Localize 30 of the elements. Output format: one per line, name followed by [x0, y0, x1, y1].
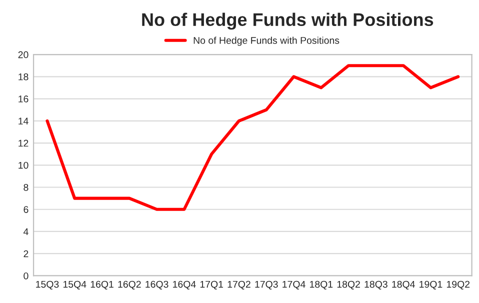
y-tick-label: 4 — [23, 228, 28, 236]
x-tick-label: 18Q1 — [310, 280, 333, 290]
x-tick-label: 16Q4 — [173, 280, 196, 290]
x-tick-label: 17Q2 — [228, 280, 250, 290]
y-tick-label: 12 — [18, 140, 28, 147]
y-tick-label: 6 — [24, 206, 28, 213]
y-tick-label: 14 — [18, 118, 28, 124]
y-tick-label: 16 — [18, 96, 28, 102]
x-tick-label: 16Q2 — [118, 280, 141, 290]
y-tick-label: 20 — [18, 51, 28, 58]
y-tick-label: 10 — [18, 162, 28, 169]
x-tick-label: 17Q3 — [255, 280, 278, 290]
chart-title: No of Hedge Funds with Positions — [142, 12, 434, 30]
x-tick-label: 18Q4 — [392, 280, 415, 290]
x-tick-label: 19Q1 — [420, 280, 442, 290]
line-series — [46, 64, 460, 211]
legend-label: No of Hedge Funds with Positions — [194, 36, 340, 46]
x-tick-label: 15Q3 — [36, 280, 59, 290]
x-tick-label: 18Q3 — [364, 280, 388, 290]
x-tick-label: 16Q1 — [90, 280, 114, 290]
y-tick-label: 2 — [24, 250, 28, 258]
x-tick-label: 15Q4 — [63, 280, 86, 290]
x-tick-label: 17Q1 — [200, 280, 223, 290]
y-tick-label: 18 — [18, 73, 28, 80]
y-tick-label: 8 — [24, 184, 28, 191]
x-tick-label: 16Q3 — [146, 280, 168, 290]
x-tick-label: 18Q2 — [337, 280, 360, 290]
x-tick-label: 19Q2 — [446, 280, 470, 290]
y-tick-label: 0 — [24, 272, 28, 280]
x-tick-label: 17Q4 — [282, 280, 306, 290]
